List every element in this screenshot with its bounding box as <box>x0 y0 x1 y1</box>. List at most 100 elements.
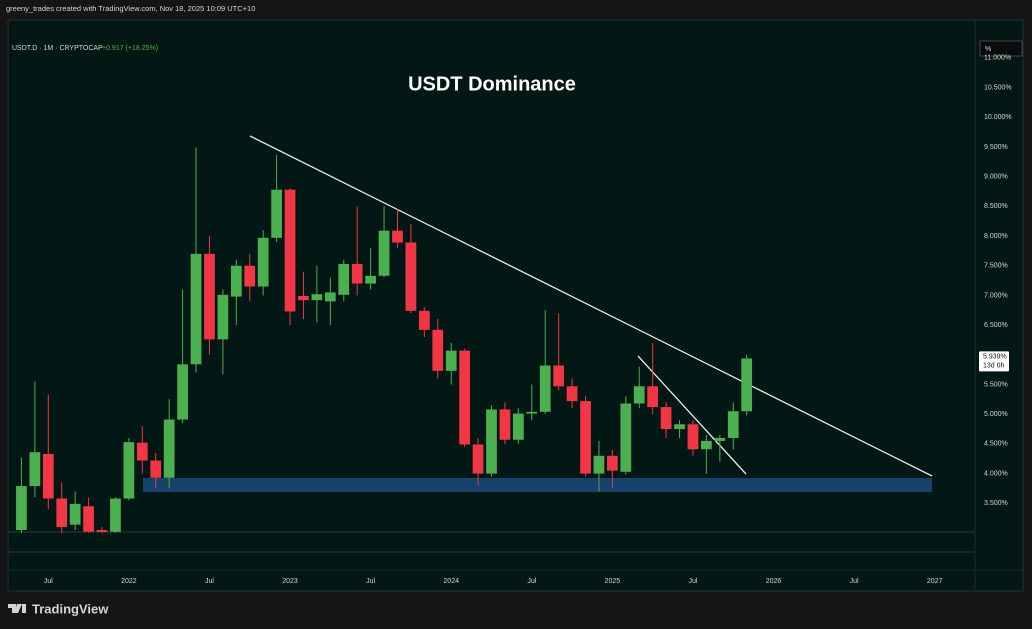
candle-body <box>338 263 350 295</box>
candle-body <box>96 530 108 532</box>
candle-body <box>512 413 524 440</box>
candle-body <box>271 189 282 238</box>
x-tick-label: 2023 <box>282 578 298 585</box>
candle-body <box>284 189 296 312</box>
x-tick-label: 2027 <box>927 578 943 585</box>
candle-body <box>432 329 444 371</box>
y-tick-label: 4.000% <box>984 470 1008 477</box>
candle-body <box>217 294 229 340</box>
candle-body <box>298 296 309 301</box>
candle-body <box>244 265 256 287</box>
candle-body <box>29 452 41 487</box>
brand-name: TradingView <box>32 601 109 616</box>
candle-body <box>714 437 726 441</box>
candle-body <box>633 386 645 404</box>
candle-body <box>83 506 94 532</box>
y-tick-label: 8.500% <box>984 203 1008 210</box>
candle-body <box>687 424 699 450</box>
x-tick-label: 2025 <box>605 578 621 585</box>
candle-body <box>472 444 484 474</box>
x-tick-label: Jul <box>205 578 214 585</box>
y-tick-label: 10.500% <box>984 84 1012 91</box>
candle-body <box>311 294 323 301</box>
candle-body <box>445 350 457 371</box>
y-tick-label: 11.000% <box>984 55 1011 62</box>
unit-button-label[interactable]: % <box>985 46 991 53</box>
candle-body <box>150 460 162 478</box>
candle-body <box>486 409 497 474</box>
candle-body <box>593 455 605 474</box>
candle-body <box>378 230 390 276</box>
y-tick-label: 5.000% <box>984 411 1008 418</box>
chart-title: USDT Dominance <box>408 73 576 95</box>
x-tick-label: Jul <box>850 578 859 585</box>
candle-body <box>620 403 632 472</box>
y-tick-label: 7.500% <box>984 263 1008 270</box>
candle-body <box>365 275 376 284</box>
candle-body <box>727 411 739 438</box>
x-tick-label: 2022 <box>121 578 137 585</box>
candle-body <box>204 253 215 340</box>
trend-line <box>249 135 933 477</box>
y-tick-label: 4.500% <box>984 441 1008 448</box>
candle-body <box>566 386 578 402</box>
last-price-box <box>979 351 1009 372</box>
candle-body <box>741 358 753 412</box>
candle-body <box>230 265 242 297</box>
candle-body <box>526 411 538 414</box>
y-tick-label: 7.000% <box>984 292 1008 299</box>
y-tick-label: 5.500% <box>984 381 1008 388</box>
candle-body <box>190 253 202 365</box>
candle-body <box>607 455 618 471</box>
x-tick-label: Jul <box>527 578 536 585</box>
candle-body <box>42 454 54 499</box>
x-tick-label: Jul <box>44 578 53 585</box>
candle-body <box>123 442 135 499</box>
candle-body <box>163 419 175 478</box>
x-tick-label: Jul <box>366 578 375 585</box>
candle-body <box>136 442 148 461</box>
y-tick-label: 8.000% <box>984 233 1008 240</box>
brand-logo <box>8 604 26 613</box>
candle-body <box>418 310 430 330</box>
last-price-label: 5.939% <box>983 353 1007 360</box>
y-tick-label: 9.000% <box>984 173 1008 180</box>
x-tick-label: 2024 <box>443 578 459 585</box>
y-tick-label: 9.500% <box>984 144 1008 151</box>
chart-panel <box>7 19 1024 592</box>
y-tick-label: 3.500% <box>984 500 1008 507</box>
candle-body <box>56 498 68 528</box>
y-tick-label: 6.500% <box>984 322 1008 329</box>
candle-body <box>110 498 121 532</box>
support-zone <box>143 478 932 492</box>
candle-body <box>392 230 403 243</box>
candle-body <box>177 364 188 420</box>
candle-body <box>351 263 363 284</box>
x-tick-label: Jul <box>688 578 697 585</box>
unit-button[interactable] <box>979 40 1023 57</box>
y-tick-label: 10.000% <box>984 114 1012 121</box>
candle-body <box>69 503 81 525</box>
candle-body <box>580 401 591 474</box>
change: +0.917 (+18.25%) <box>102 45 158 52</box>
brand: TradingView <box>8 601 109 616</box>
candle-body <box>324 292 336 302</box>
candle-body <box>405 242 417 311</box>
candle-body <box>257 237 269 287</box>
symbol: USDT.D · 1M · CRYPTOCAP <box>12 45 103 52</box>
trend-line <box>637 355 747 475</box>
credit: greeny_trades created with TradingView.c… <box>6 4 255 13</box>
candle-body <box>459 350 471 445</box>
candles <box>16 147 753 533</box>
candle-body <box>16 486 27 531</box>
countdown: 13d 0h <box>983 362 1005 369</box>
candle-body <box>701 440 712 450</box>
x-tick-label: 2026 <box>766 578 782 585</box>
candle-body <box>553 365 565 387</box>
candle-body <box>499 409 511 440</box>
candle-body <box>674 424 685 430</box>
candle-body <box>660 407 672 430</box>
candle-body <box>647 386 659 408</box>
